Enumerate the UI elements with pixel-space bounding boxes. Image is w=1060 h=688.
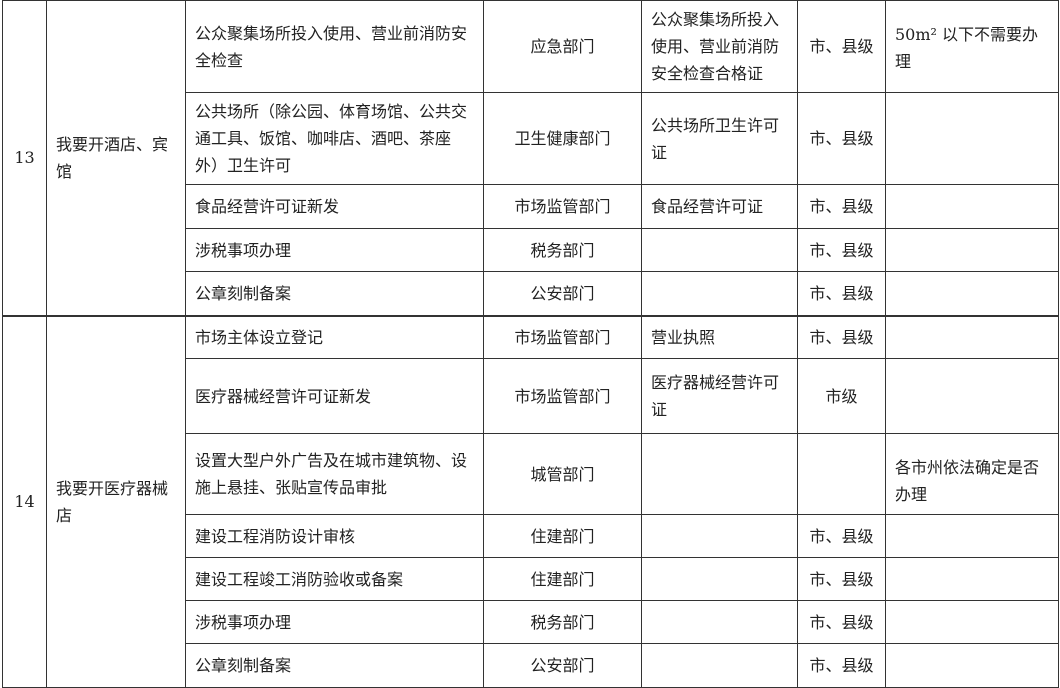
group-number: 14	[2, 314, 47, 688]
group-title: 我要开酒店、宾馆	[46, 0, 186, 316]
certificate: 公众聚集场所投入使用、营业前消防安全检查合格证	[641, 0, 798, 93]
table-row: 14 我要开医疗器械店 市场主体设立登记 市场监管部门 营业执照 市、县级	[2, 314, 1059, 688]
certificate	[641, 514, 798, 558]
department: 市场监管部门	[483, 314, 642, 359]
item-name: 建设工程竣工消防验收或备案	[185, 557, 484, 601]
item-name: 公章刻制备案	[185, 271, 484, 316]
level: 市、县级	[797, 271, 886, 316]
table-row: 公章刻制备案 公安部门 市、县级	[3, 643, 1059, 688]
department: 住建部门	[483, 557, 642, 601]
item-name: 医疗器械经营许可证新发	[185, 358, 484, 434]
certificate: 医疗器械经营许可证	[641, 358, 798, 434]
department: 税务部门	[483, 228, 642, 272]
item-name: 公章刻制备案	[185, 643, 484, 688]
department: 公安部门	[483, 271, 642, 316]
table-row: 设置大型户外广告及在城市建筑物、设施上悬挂、张贴宣传品审批 城管部门 各市州依法确定…	[3, 433, 1059, 515]
item-name: 涉税事项办理	[185, 228, 484, 272]
item-name: 设置大型户外广告及在城市建筑物、设施上悬挂、张贴宣传品审批	[185, 433, 484, 515]
level: 市、县级	[797, 314, 886, 359]
note	[885, 557, 1059, 601]
item-name: 公共场所（除公园、体育场馆、公共交通工具、饭馆、咖啡店、酒吧、茶座外）卫生许可	[185, 92, 484, 185]
item-name: 涉税事项办理	[185, 600, 484, 644]
department: 住建部门	[483, 514, 642, 558]
department: 卫生健康部门	[483, 92, 642, 185]
level: 市、县级	[797, 557, 886, 601]
certificate	[641, 600, 798, 644]
item-name: 食品经营许可证新发	[185, 184, 484, 229]
note	[885, 358, 1059, 434]
level: 市级	[797, 358, 886, 434]
certificate	[641, 271, 798, 316]
level	[797, 433, 886, 515]
note	[885, 184, 1059, 229]
group-number: 13	[2, 0, 47, 316]
department: 市场监管部门	[483, 358, 642, 434]
department: 税务部门	[483, 600, 642, 644]
level: 市、县级	[797, 643, 886, 688]
table-row: 医疗器械经营许可证新发 市场监管部门 医疗器械经营许可证 市级	[3, 358, 1059, 434]
certificate	[641, 557, 798, 601]
note	[885, 514, 1059, 558]
certificate: 公共场所卫生许可证	[641, 92, 798, 185]
certificate	[641, 643, 798, 688]
certificate	[641, 433, 798, 515]
note	[885, 228, 1059, 272]
level: 市、县级	[797, 514, 886, 558]
note: 各市州依法确定是否办理	[885, 433, 1059, 515]
note	[885, 314, 1059, 359]
note	[885, 271, 1059, 316]
note	[885, 600, 1059, 644]
department: 应急部门	[483, 0, 642, 93]
level: 市、县级	[797, 600, 886, 644]
department: 城管部门	[483, 433, 642, 515]
item-name: 公众聚集场所投入使用、营业前消防安全检查	[185, 0, 484, 93]
level: 市、县级	[797, 228, 886, 272]
item-name: 建设工程消防设计审核	[185, 514, 484, 558]
note	[885, 92, 1059, 185]
table-row: 公共场所（除公园、体育场馆、公共交通工具、饭馆、咖啡店、酒吧、茶座外）卫生许可卫…	[3, 92, 1059, 185]
table-row: 建设工程消防设计审核 住建部门 市、县级	[3, 514, 1059, 558]
table-row: 建设工程竣工消防验收或备案 住建部门 市、县级	[3, 557, 1059, 601]
level: 市、县级	[797, 92, 886, 185]
department: 市场监管部门	[483, 184, 642, 229]
note	[885, 643, 1059, 688]
table-row: 公章刻制备案 公安部门 市、县级	[3, 271, 1059, 316]
item-name: 市场主体设立登记	[185, 314, 484, 359]
certificate: 营业执照	[641, 314, 798, 359]
table-row: 涉税事项办理 税务部门 市、县级	[3, 600, 1059, 644]
table-row: 食品经营许可证新发 市场监管部门 食品经营许可证 市、县级	[3, 184, 1059, 229]
group-title: 我要开医疗器械店	[46, 314, 186, 688]
certificate	[641, 228, 798, 272]
level: 市、县级	[797, 184, 886, 229]
certificate: 食品经营许可证	[641, 184, 798, 229]
department: 公安部门	[483, 643, 642, 688]
note: 50m² 以下不需要办理	[885, 0, 1059, 93]
table-row: 13 我要开酒店、宾馆 公众聚集场所投入使用、营业前消防安全检查 应急部门 公众聚集场所…	[2, 0, 1059, 316]
level: 市、县级	[797, 0, 886, 93]
